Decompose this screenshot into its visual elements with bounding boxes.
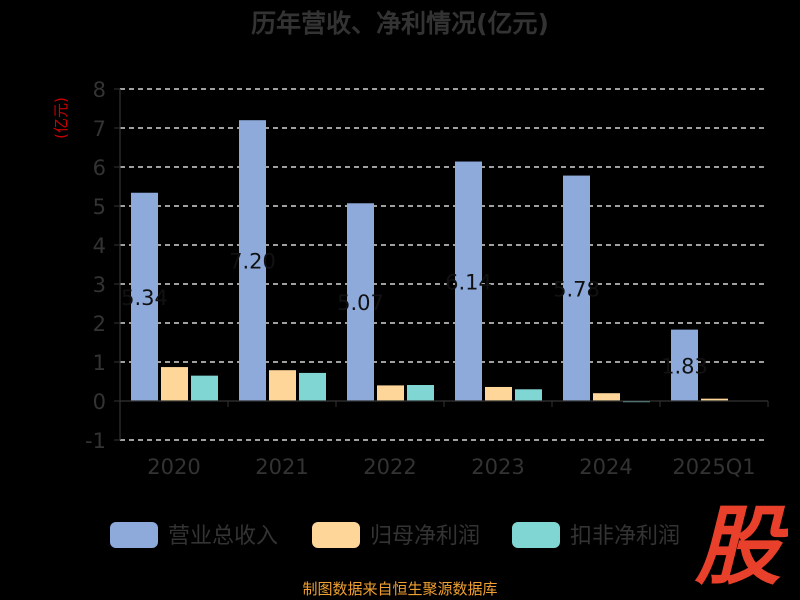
bar-data-label: 7.20 [229,250,276,274]
legend-swatch-1 [110,522,158,548]
bar-2 [593,393,620,401]
bar-data-label: 5.34 [121,286,168,310]
axis-layer: -1 0 1 2 3 4 5 6 7 8 2020 2021 2022 2023 2024 2025Q1 [85,78,769,479]
y-tick-label: 0 [93,390,106,414]
bar-2 [377,385,404,401]
bar-3 [299,372,326,401]
bar-1 [131,192,158,401]
y-tick-label: 5 [93,195,106,219]
x-tick-label: 2022 [363,455,416,479]
bar-1 [347,203,374,401]
bar-1 [239,120,266,401]
bar-3 [515,389,542,401]
bar-data-label: 5.78 [553,277,600,301]
x-tick-label: 2025Q1 [672,455,755,479]
legend: 营业总收入 归母净利润 扣非净利润 [110,522,680,549]
bar-1 [563,175,590,401]
bar-1 [455,161,482,401]
bars-layer: 5.34 7.20 5.07 6.14 5.78 1.83 [121,120,728,403]
legend-swatch-2 [312,522,360,548]
bar-data-label: 5.07 [337,291,384,315]
bar-2 [161,367,188,401]
legend-label-1: 营业总收入 [168,524,278,549]
bar-1 [671,329,698,401]
bar-3 [407,385,434,401]
logo-text: 股 [694,498,788,588]
y-tick-label: 7 [93,117,106,141]
bar-2 [701,398,728,401]
bar-data-label: 6.14 [445,270,492,294]
legend-swatch-3 [512,522,560,548]
bar-data-label: 1.83 [661,354,708,378]
x-tick-label: 2024 [579,455,632,479]
y-axis-label: (亿元) [52,97,70,139]
y-tick-label: 6 [93,156,106,180]
y-tick-label: -1 [85,429,106,453]
y-tick-label: 4 [93,234,106,258]
logo: 股 [694,498,788,588]
y-tick-label: 8 [93,78,106,102]
x-tick-label: 2020 [147,455,200,479]
x-tick-label: 2021 [255,455,308,479]
y-tick-label: 3 [93,273,106,297]
grid-layer [120,88,768,441]
bar-3 [191,375,218,401]
bar-2 [269,370,296,401]
source-note: 制图数据来自恒生聚源数据库 [302,580,498,598]
legend-label-2: 归母净利润 [370,524,480,549]
y-tick-label: 1 [93,351,106,375]
chart-title: 历年营收、净利情况(亿元) [251,9,549,38]
bar-2 [485,386,512,401]
x-tick-label: 2023 [471,455,524,479]
y-tick-label: 2 [93,312,106,336]
legend-label-3: 扣非净利润 [570,524,680,549]
